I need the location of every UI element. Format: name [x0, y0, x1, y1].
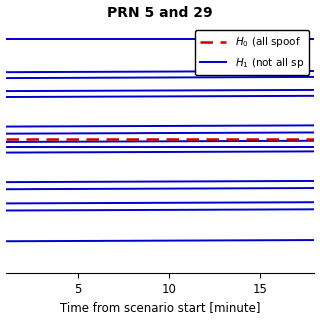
- X-axis label: Time from scenario start [minute]: Time from scenario start [minute]: [60, 301, 260, 315]
- Title: PRN 5 and 29: PRN 5 and 29: [107, 5, 213, 20]
- Legend: $H_0$ (all spoof, $H_1$ (not all sp: $H_0$ (all spoof, $H_1$ (not all sp: [195, 30, 309, 75]
